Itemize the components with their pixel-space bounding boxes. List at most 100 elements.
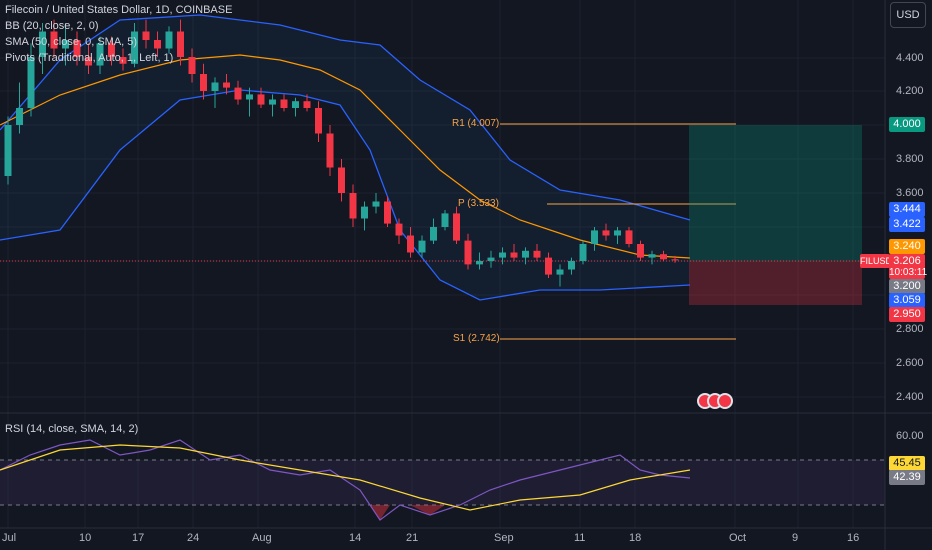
target-price-label: 4.000 bbox=[889, 117, 925, 132]
candle-body bbox=[234, 87, 242, 100]
bollinger-upper-line bbox=[0, 14, 691, 221]
pivot-s1-label: S1 (2.742) bbox=[453, 333, 500, 344]
price-axis-tick: 3.600 bbox=[896, 187, 924, 199]
pivot-r1-label: R1 (4.007) bbox=[452, 118, 500, 129]
candle-body bbox=[568, 261, 575, 270]
candle-body bbox=[418, 240, 426, 253]
candle-body bbox=[648, 254, 656, 258]
candle-body bbox=[407, 235, 414, 253]
candle-body bbox=[453, 213, 460, 241]
time-axis-tick: Sep bbox=[494, 532, 514, 544]
candle-body bbox=[361, 206, 368, 219]
candle-body bbox=[177, 31, 184, 57]
price-axis-tick: 3.800 bbox=[896, 153, 924, 165]
candle-body bbox=[280, 99, 288, 108]
candle-body bbox=[73, 40, 81, 57]
candle-body bbox=[579, 244, 587, 261]
bb-mid-price-label: 3.422 bbox=[889, 217, 925, 232]
event-flag-icon[interactable] bbox=[717, 393, 733, 409]
bb-lower-price-label: 3.059 bbox=[889, 293, 925, 308]
stop-price-label: 2.950 bbox=[889, 307, 925, 322]
candle-body bbox=[625, 230, 633, 244]
candle-body bbox=[257, 94, 265, 105]
candle-body bbox=[269, 99, 276, 105]
symbol-tag: FILUSD bbox=[860, 254, 893, 268]
price-axis-tick: 2.600 bbox=[896, 357, 924, 369]
candle-body bbox=[292, 101, 299, 108]
candle-body bbox=[660, 254, 667, 260]
time-axis-tick: 14 bbox=[349, 532, 362, 544]
candle-body bbox=[165, 31, 173, 49]
rsi-band-fill bbox=[0, 460, 885, 505]
time-axis-tick: 10 bbox=[79, 532, 92, 544]
rsi-value-label: 42.39 bbox=[889, 470, 925, 485]
candle-body bbox=[510, 252, 518, 258]
candle-body bbox=[476, 261, 483, 265]
candle-body bbox=[464, 240, 472, 265]
currency-button[interactable]: USD bbox=[890, 2, 926, 28]
candle-body bbox=[96, 43, 104, 66]
candle-body bbox=[4, 125, 12, 176]
candle-body bbox=[349, 193, 357, 219]
time-axis-tick: 9 bbox=[792, 532, 799, 544]
price-axis-tick: 4.400 bbox=[896, 52, 924, 64]
candle-body bbox=[27, 57, 35, 108]
pivot-p-label: P (3.533) bbox=[458, 198, 499, 209]
sma-legend[interactable]: SMA (50, close, 0, SMA, 5) bbox=[5, 36, 138, 48]
bb-legend[interactable]: BB (20, close, 2, 0) bbox=[5, 20, 99, 32]
candle-body bbox=[131, 31, 138, 64]
candle-body bbox=[154, 40, 161, 49]
event-flags[interactable] bbox=[697, 393, 733, 414]
rsi-oversold-fill bbox=[370, 505, 445, 520]
candle-body bbox=[326, 133, 334, 168]
countdown-label: 10:03:11 bbox=[889, 266, 928, 279]
candle-body bbox=[499, 252, 506, 258]
candle-body bbox=[16, 108, 23, 125]
price-axis-tick: 2.400 bbox=[896, 391, 924, 403]
candle-body bbox=[142, 31, 150, 40]
rsi-ma-value-label: 45.45 bbox=[889, 456, 925, 471]
long-position-profit-zone[interactable] bbox=[689, 125, 862, 261]
long-position-loss-zone[interactable] bbox=[689, 261, 862, 305]
candle-body bbox=[614, 230, 621, 236]
pivots-legend[interactable]: Pivots (Traditional, Auto, 1, Left, 1) bbox=[5, 52, 174, 64]
entry-price-label: 3.200 bbox=[889, 279, 925, 294]
time-axis-tick: 17 bbox=[132, 532, 145, 544]
time-axis-tick: Aug bbox=[252, 532, 272, 544]
candle-body bbox=[395, 223, 403, 236]
time-axis-tick: Jul bbox=[2, 532, 17, 544]
candle-body bbox=[200, 74, 207, 91]
grid bbox=[0, 0, 885, 528]
candlestick-series bbox=[4, 19, 679, 287]
rsi-axis-tick: 60.00 bbox=[896, 430, 924, 442]
candle-body bbox=[372, 201, 380, 207]
rsi-legend[interactable]: RSI (14, close, SMA, 14, 2) bbox=[5, 423, 139, 435]
time-axis-tick: 24 bbox=[187, 532, 200, 544]
sma-price-label: 3.240 bbox=[889, 239, 925, 254]
candle-body bbox=[303, 101, 311, 108]
candle-body bbox=[246, 94, 253, 100]
candle-body bbox=[384, 201, 391, 224]
time-axis-tick: 21 bbox=[406, 532, 419, 544]
candle-body bbox=[602, 230, 610, 236]
candle-body bbox=[62, 40, 69, 49]
last-price-label: 3.206 bbox=[889, 254, 925, 269]
candle-body bbox=[85, 57, 92, 66]
rsi-ma-line bbox=[0, 444, 691, 511]
candle-body bbox=[441, 213, 449, 227]
candle-body bbox=[556, 269, 564, 275]
bb-upper-price-label: 3.444 bbox=[889, 202, 925, 217]
candle-body bbox=[430, 227, 437, 241]
candle-body bbox=[591, 230, 598, 244]
bollinger-lower-line bbox=[0, 89, 691, 301]
time-axis-tick: 16 bbox=[847, 532, 860, 544]
time-axis-tick: 11 bbox=[574, 532, 586, 544]
symbol-legend[interactable]: Filecoin / United States Dollar, 1D, COI… bbox=[5, 4, 233, 16]
candle-body bbox=[338, 167, 345, 193]
candle-body bbox=[108, 43, 115, 57]
candle-body bbox=[119, 57, 127, 64]
candle-body bbox=[671, 259, 679, 261]
candle-body bbox=[637, 244, 644, 258]
candle-body bbox=[315, 108, 322, 134]
